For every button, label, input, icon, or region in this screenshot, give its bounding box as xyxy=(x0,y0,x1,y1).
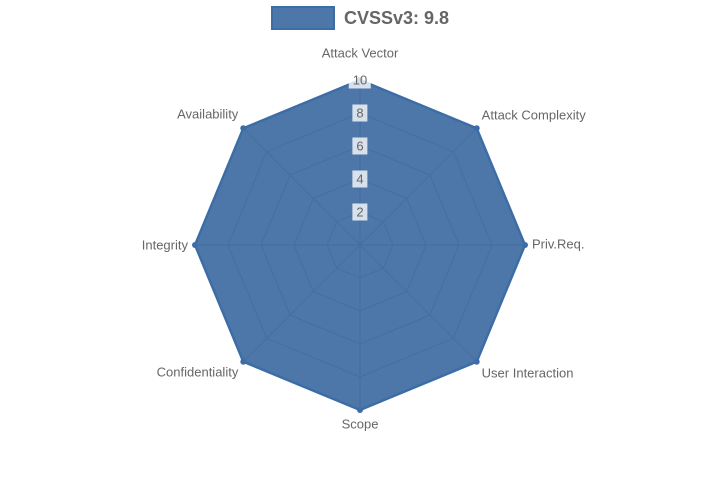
axis-label-integrity: Integrity xyxy=(141,237,188,253)
data-point xyxy=(240,125,247,132)
radial-tick-label: 4 xyxy=(352,170,368,188)
data-point xyxy=(240,358,247,365)
radial-tick-label: 2 xyxy=(352,203,368,221)
axis-label-attack-vector: Attack Vector xyxy=(321,45,399,61)
axis-label-confidentiality: Confidentiality xyxy=(156,364,239,380)
legend-label: CVSSv3: 9.8 xyxy=(343,7,450,28)
axis-label-scope: Scope xyxy=(341,416,379,432)
data-point xyxy=(473,358,480,365)
data-point xyxy=(522,242,528,248)
axis-label-attack-complexity: Attack Complexity xyxy=(481,107,586,123)
legend[interactable]: CVSSv3: 9.8 xyxy=(0,6,720,30)
radial-tick-label: 6 xyxy=(352,137,368,155)
axis-label-availability: Availability xyxy=(177,106,239,122)
data-point xyxy=(357,407,363,413)
data-point xyxy=(473,125,480,132)
data-point xyxy=(192,242,198,248)
axis-label-priv-req: Priv.Req. xyxy=(532,236,585,252)
radial-tick-label: 10 xyxy=(348,71,372,89)
radial-tick-label: 8 xyxy=(352,104,368,122)
axis-label-user-interaction: User Interaction xyxy=(481,365,574,381)
legend-swatch xyxy=(270,6,335,30)
